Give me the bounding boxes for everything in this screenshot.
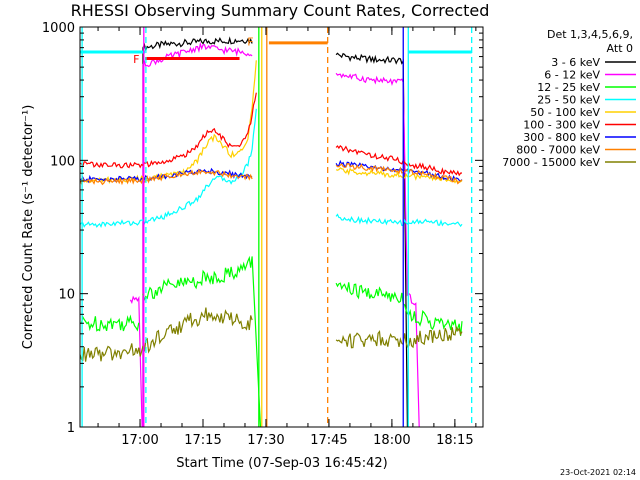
- series-line-8-segment-1: [79, 168, 253, 186]
- series-line-8-segment-2: [335, 162, 463, 185]
- x-tick-label-0: 17:00: [121, 433, 158, 448]
- series-layer: [79, 36, 463, 428]
- axis-layer: 1 10 100 1000 17:00 17:15 17:30 17:45 18:00 18:15: [42, 21, 483, 448]
- series-line-5-segment-1: [79, 60, 257, 184]
- series-line-3-segment-3: [335, 282, 463, 336]
- legend-label-4: 25 - 50 keV: [537, 94, 600, 107]
- legend-label-5: 50 - 100 keV: [530, 106, 600, 119]
- x-tick-label-1: 17:15: [184, 433, 221, 448]
- y-tick-label-2: 100: [50, 154, 75, 169]
- legend-label-2: 6 - 12 keV: [544, 69, 600, 82]
- x-tick-label-2: 17:30: [247, 433, 284, 448]
- flag-annotation-2: F: [247, 35, 253, 48]
- series-line-5-segment-2: [335, 167, 463, 184]
- x-axis-label: Start Time (07-Sep-03 16:45:42): [176, 456, 387, 471]
- legend-label-8: 800 - 7000 keV: [516, 144, 600, 157]
- series-line-6-segment-2: [335, 145, 463, 177]
- y-tick-label-1: 10: [58, 288, 75, 303]
- series-line-6-segment-1: [79, 92, 257, 169]
- x-tick-label-4: 18:00: [373, 433, 410, 448]
- series-line-1-segment-1: [142, 36, 253, 427]
- legend-label-6: 100 - 300 keV: [523, 119, 600, 132]
- series-line-2-segment-2: [142, 41, 253, 427]
- x-tick-label-3: 17:45: [310, 433, 347, 448]
- chart-title: RHESSI Observing Summary Count Rates, Co…: [71, 1, 490, 20]
- series-line-3-segment-1: [80, 314, 140, 332]
- footer-timestamp: 23-Oct-2021 02:14: [560, 468, 636, 477]
- marker-layer: FF: [80, 27, 473, 427]
- y-axis-label: Corrected Count Rate (s⁻¹ detector⁻¹): [21, 105, 36, 350]
- plot-frame: [79, 26, 484, 428]
- series-line-9-segment-1: [79, 307, 253, 362]
- series-line-1-segment-2: [335, 52, 408, 428]
- series-line-4-segment-1: [79, 108, 257, 228]
- y-tick-label-0: 1: [67, 421, 75, 436]
- series-line-9-segment-2: [335, 325, 463, 349]
- x-tick-label-5: 18:15: [436, 433, 473, 448]
- legend-label-7: 300 - 800 keV: [523, 131, 600, 144]
- legend-label-1: 3 - 6 keV: [551, 56, 600, 69]
- legend-header-line-1: Det 1,3,4,5,6,9,: [547, 28, 633, 41]
- series-line-4-segment-2: [335, 213, 463, 228]
- series-line-2-segment-1: [129, 295, 143, 428]
- y-tick-label-3: 1000: [42, 21, 75, 36]
- series-line-3-segment-2: [142, 255, 262, 428]
- legend-label-9: 7000 - 15000 keV: [502, 156, 600, 169]
- legend-label-3: 12 - 25 keV: [537, 81, 600, 94]
- flag-annotation-1: F: [133, 53, 139, 66]
- legend-header-line-2: Att 0: [607, 42, 633, 55]
